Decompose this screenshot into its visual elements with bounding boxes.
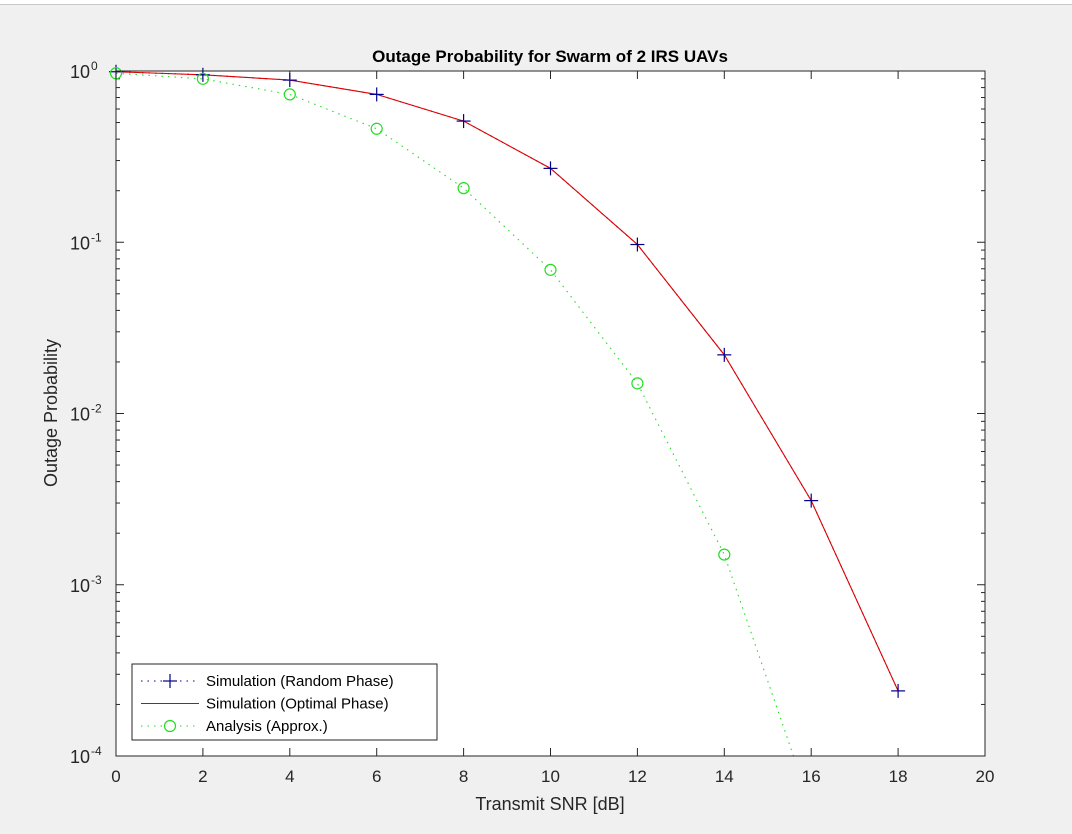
y-axis-label: Outage Probability bbox=[41, 339, 61, 487]
x-tick-label: 2 bbox=[198, 767, 207, 786]
x-tick-label: 14 bbox=[715, 767, 734, 786]
x-tick-label: 8 bbox=[459, 767, 468, 786]
y-tick-exponent: -2 bbox=[91, 402, 102, 416]
legend-label: Simulation (Optimal Phase) bbox=[206, 696, 389, 713]
data-point-plus bbox=[456, 114, 471, 129]
y-tick-exponent: -3 bbox=[91, 573, 102, 587]
data-point-circle bbox=[631, 377, 644, 390]
legend-circle-icon bbox=[163, 719, 177, 733]
data-point-plus bbox=[543, 161, 558, 176]
y-tick-exponent: 0 bbox=[91, 59, 98, 73]
legend-label: Analysis (Approx.) bbox=[206, 718, 328, 735]
data-point-plus bbox=[630, 237, 645, 252]
legend-label: Simulation (Random Phase) bbox=[206, 673, 394, 690]
series-line-1 bbox=[116, 71, 899, 692]
y-tick-label: 10 bbox=[70, 233, 90, 253]
data-point-circle bbox=[196, 72, 209, 85]
y-tick-label: 10 bbox=[70, 747, 90, 767]
legend-box bbox=[131, 663, 438, 741]
legend[interactable]: Simulation (Random Phase) Simulation (Opt… bbox=[131, 663, 438, 741]
x-tick-label: 4 bbox=[285, 767, 294, 786]
data-point-circle bbox=[718, 548, 731, 561]
data-point-circle bbox=[544, 263, 557, 276]
x-tick-label: 6 bbox=[372, 767, 381, 786]
axes-box bbox=[115, 70, 986, 757]
data-point-plus bbox=[891, 683, 906, 698]
y-tick-label: 10 bbox=[70, 576, 90, 596]
data-point-plus bbox=[282, 73, 297, 88]
x-tick-label: 0 bbox=[111, 767, 120, 786]
x-tick-label: 12 bbox=[628, 767, 647, 786]
data-point-plus bbox=[717, 347, 732, 362]
window-top-bar bbox=[0, 0, 1072, 5]
x-tick-label: 10 bbox=[541, 767, 560, 786]
data-point-plus bbox=[804, 493, 819, 508]
data-point-circle bbox=[370, 122, 383, 135]
x-axis-label: Transmit SNR [dB] bbox=[475, 794, 624, 814]
x-tick-label: 20 bbox=[976, 767, 995, 786]
y-tick-exponent: -4 bbox=[91, 744, 102, 758]
data-point-plus bbox=[369, 87, 384, 102]
plot-area bbox=[116, 71, 985, 756]
x-tick-label: 16 bbox=[802, 767, 821, 786]
data-point-circle bbox=[283, 88, 296, 101]
data-point-circle bbox=[457, 182, 470, 195]
chart-title: Outage Probability for Swarm of 2 IRS UA… bbox=[372, 47, 728, 66]
data-point-plus bbox=[195, 67, 210, 82]
y-tick-label: 10 bbox=[70, 62, 90, 82]
y-tick-exponent: -1 bbox=[91, 230, 102, 244]
x-tick-label: 18 bbox=[889, 767, 908, 786]
y-tick-label: 10 bbox=[70, 405, 90, 425]
